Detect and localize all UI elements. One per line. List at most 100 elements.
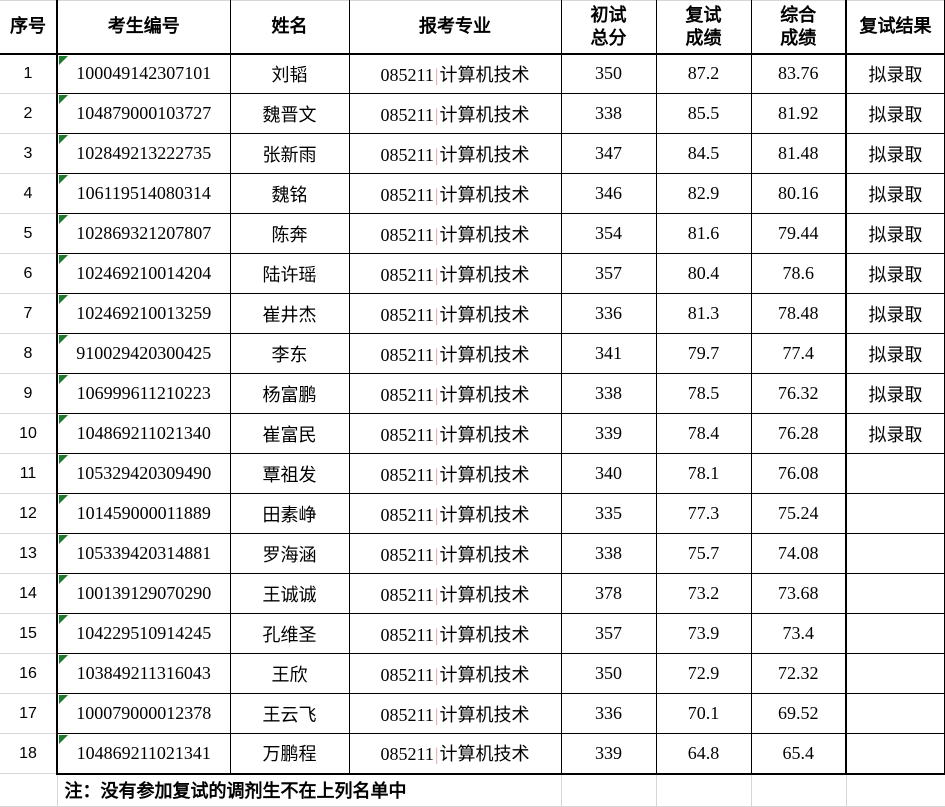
table-row: 6 102469210014204 陆许瑶 085211|计算机技术 357 8… <box>0 253 945 294</box>
result-cell <box>845 493 945 534</box>
result-cell <box>845 533 945 574</box>
candidate-id-value: 104869211021340 <box>76 423 211 443</box>
composite-score-cell: 69.52 <box>750 693 847 734</box>
major-name: 计算机技术 <box>439 104 530 125</box>
initial-score-cell: 357 <box>560 253 657 294</box>
result-cell <box>845 613 945 654</box>
green-triangle-icon <box>59 535 68 544</box>
result-cell: 拟录取 <box>845 373 945 414</box>
col-header-name-label: 姓名 <box>271 16 308 37</box>
col-header-candidate-id: 考生编号 <box>56 0 231 55</box>
major-code: 085211 <box>380 344 434 365</box>
table-row: 8 910029420300425 李东 085211|计算机技术 341 79… <box>0 333 945 374</box>
major-name: 计算机技术 <box>439 504 530 525</box>
retest-score-cell: 81.6 <box>655 213 752 254</box>
composite-score-cell: 78.6 <box>750 253 847 294</box>
green-triangle-icon <box>59 215 68 224</box>
serial-cell: 18 <box>0 733 57 774</box>
serial-cell: 17 <box>0 693 57 734</box>
major-name: 计算机技术 <box>439 264 530 285</box>
col-header-retest-score: 复试 成绩 <box>655 0 752 55</box>
retest-score-cell: 73.2 <box>655 573 752 614</box>
major-code: 085211 <box>380 264 434 285</box>
serial-cell: 12 <box>0 493 57 534</box>
major-separator: | <box>434 664 439 685</box>
major-code: 085211 <box>380 144 434 165</box>
candidate-id-cell: 102869321207807 <box>56 213 231 254</box>
serial-cell: 11 <box>0 453 57 494</box>
major-cell: 085211|计算机技术 <box>348 493 562 534</box>
composite-score-cell: 83.76 <box>750 53 847 94</box>
major-cell: 085211|计算机技术 <box>348 293 562 334</box>
table-row: 17 100079000012378 王云飞 085211|计算机技术 336 … <box>0 693 945 734</box>
composite-score-cell: 81.92 <box>750 93 847 134</box>
serial-cell: 16 <box>0 653 57 694</box>
serial-cell: 5 <box>0 213 57 254</box>
name-cell: 刘韬 <box>229 53 350 94</box>
major-cell: 085211|计算机技术 <box>348 253 562 294</box>
major-separator: | <box>434 344 439 365</box>
note-text: 注：没有参加复试的调剂生不在上列名单中 <box>57 773 561 807</box>
green-triangle-icon <box>59 695 68 704</box>
serial-cell: 13 <box>0 533 57 574</box>
serial-cell: 4 <box>0 173 57 214</box>
candidate-id-value: 102469210014204 <box>76 263 212 283</box>
candidate-id-value: 105339420314881 <box>76 543 212 563</box>
major-separator: | <box>434 144 439 165</box>
note-empty-cell <box>750 773 846 807</box>
major-cell: 085211|计算机技术 <box>348 213 562 254</box>
green-triangle-icon <box>59 335 68 344</box>
major-cell: 085211|计算机技术 <box>348 653 562 694</box>
major-cell: 085211|计算机技术 <box>348 373 562 414</box>
initial-score-cell: 354 <box>560 213 657 254</box>
result-cell <box>845 733 945 775</box>
name-cell: 万鹏程 <box>229 733 350 775</box>
name-cell: 张新雨 <box>229 133 350 174</box>
major-separator: | <box>434 104 439 125</box>
table-row: 4 106119514080314 魏铭 085211|计算机技术 346 82… <box>0 173 945 214</box>
green-triangle-icon <box>59 255 68 264</box>
major-separator: | <box>434 584 439 605</box>
major-name: 计算机技术 <box>439 624 530 645</box>
retest-score-cell: 82.9 <box>655 173 752 214</box>
green-triangle-icon <box>59 455 68 464</box>
initial-score-cell: 346 <box>560 173 657 214</box>
table-row: 12 101459000011889 田素峥 085211|计算机技术 335 … <box>0 493 945 534</box>
serial-cell: 15 <box>0 613 57 654</box>
name-cell: 崔富民 <box>229 413 350 454</box>
retest-score-cell: 78.4 <box>655 413 752 454</box>
table-row: 14 100139129070290 王诚诚 085211|计算机技术 378 … <box>0 573 945 614</box>
major-code: 085211 <box>380 424 434 445</box>
initial-score-cell: 357 <box>560 613 657 654</box>
retest-score-cell: 73.9 <box>655 613 752 654</box>
major-name: 计算机技术 <box>439 144 530 165</box>
major-name: 计算机技术 <box>439 544 530 565</box>
composite-score-cell: 79.44 <box>750 213 847 254</box>
composite-score-cell: 81.48 <box>750 133 847 174</box>
major-cell: 085211|计算机技术 <box>348 93 562 134</box>
result-cell <box>845 453 945 494</box>
col-header-result-label: 复试结果 <box>859 16 932 37</box>
major-name: 计算机技术 <box>439 184 530 205</box>
major-separator: | <box>434 624 439 645</box>
major-cell: 085211|计算机技术 <box>348 453 562 494</box>
result-cell: 拟录取 <box>845 93 945 134</box>
composite-score-cell: 76.08 <box>750 453 847 494</box>
green-triangle-icon <box>59 135 68 144</box>
candidate-id-value: 104229510914245 <box>76 623 212 643</box>
note-row: 注：没有参加复试的调剂生不在上列名单中 <box>0 773 945 807</box>
result-cell: 拟录取 <box>845 133 945 174</box>
initial-score-cell: 338 <box>560 533 657 574</box>
candidate-id-value: 104879000103727 <box>76 103 212 123</box>
name-cell: 罗海涵 <box>229 533 350 574</box>
table-row: 10 104869211021340 崔富民 085211|计算机技术 339 … <box>0 413 945 454</box>
candidate-id-cell: 910029420300425 <box>56 333 231 374</box>
candidate-id-cell: 102469210014204 <box>56 253 231 294</box>
table-body: 1 100049142307101 刘韬 085211|计算机技术 350 87… <box>0 53 945 775</box>
col-header-result: 复试结果 <box>845 0 945 55</box>
major-name: 计算机技术 <box>439 664 530 685</box>
table-row: 15 104229510914245 孔维圣 085211|计算机技术 357 … <box>0 613 945 654</box>
green-triangle-icon <box>59 615 68 624</box>
major-separator: | <box>434 704 439 725</box>
